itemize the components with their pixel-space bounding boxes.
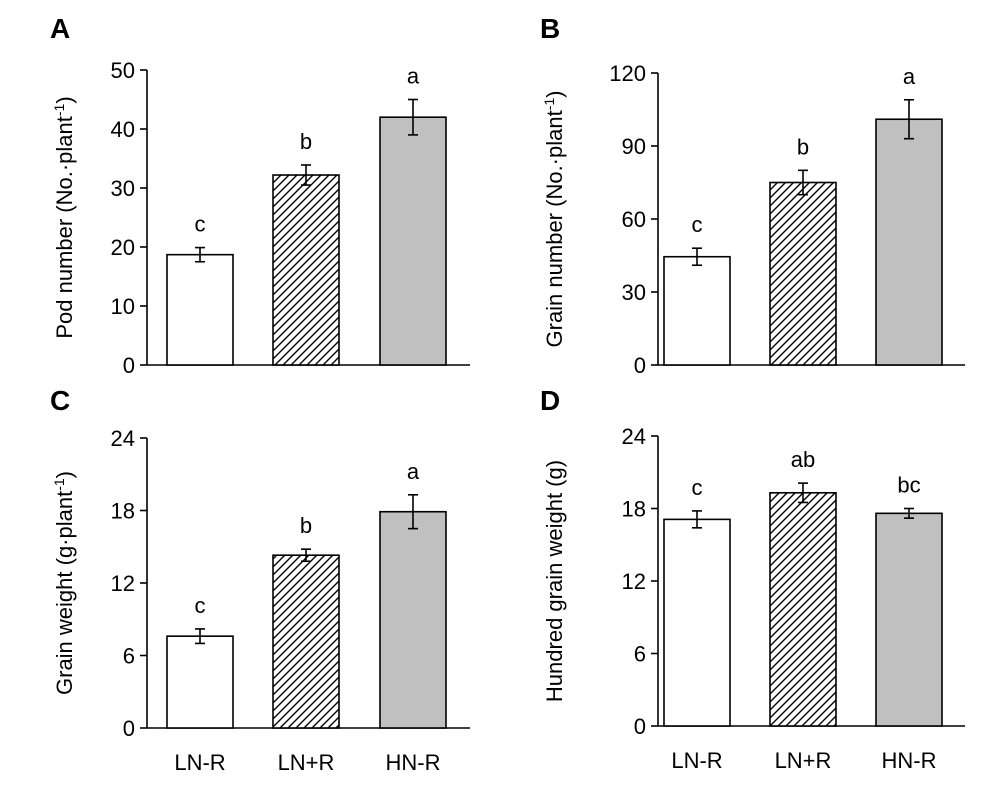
significance-letter: c xyxy=(692,475,703,500)
y-tick-label: 6 xyxy=(123,644,135,669)
panel-c: C 0 6 12 18 24 Grain weight (g·plant-1) c LN-R b L… xyxy=(50,385,470,775)
significance-letter: a xyxy=(407,64,420,89)
y-tick-label: 12 xyxy=(111,571,135,596)
significance-letter: a xyxy=(407,459,420,484)
significance-letter: c xyxy=(195,212,206,237)
bar-lnminusr xyxy=(166,253,234,366)
x-category-label: LN+R xyxy=(278,750,335,775)
bar-lnplusr xyxy=(272,174,340,366)
y-tick-label: 0 xyxy=(123,716,135,741)
y-tick-label: 0 xyxy=(123,353,135,378)
significance-letter: ab xyxy=(791,447,815,472)
y-tick-label: 12 xyxy=(622,569,646,594)
x-category-label: LN-R xyxy=(671,748,722,773)
significance-letter: b xyxy=(797,134,809,159)
y-tick-label: 20 xyxy=(111,235,135,260)
y-tick-label: 30 xyxy=(622,280,646,305)
significance-letter: b xyxy=(300,129,312,154)
y-tick-label: 50 xyxy=(111,58,135,83)
panel-a: A 0 10 20 30 40 50 Pod number (No.·plant-1) c b a xyxy=(50,13,470,378)
y-tick-label: 18 xyxy=(111,499,135,524)
y-tick-label: 24 xyxy=(111,426,135,451)
y-tick-label: 60 xyxy=(622,207,646,232)
y-axis-title: Pod number (No.·plant-1) xyxy=(51,96,77,338)
x-category-label: LN+R xyxy=(775,748,832,773)
significance-letter: b xyxy=(300,513,312,538)
y-axis-title: Grain number (No.·plant-1) xyxy=(541,91,567,348)
panel-letter: C xyxy=(50,385,70,416)
significance-letter: bc xyxy=(897,473,920,498)
y-tick-label: 24 xyxy=(622,424,646,449)
x-category-label: HN-R xyxy=(386,750,441,775)
bar-lnminusr xyxy=(663,518,731,727)
y-tick-label: 18 xyxy=(622,497,646,522)
x-category-label: HN-R xyxy=(882,748,937,773)
bar-lnplusr xyxy=(272,554,340,729)
bar-lnplusr xyxy=(769,491,837,727)
bar-hnminusr xyxy=(875,118,943,366)
y-tick-label: 90 xyxy=(622,134,646,159)
bar-hnminusr xyxy=(875,512,943,727)
significance-letter: a xyxy=(903,64,916,89)
y-tick-label: 30 xyxy=(111,176,135,201)
panel-letter: A xyxy=(50,13,70,44)
bar-hnminusr xyxy=(379,510,447,729)
panel-letter: D xyxy=(540,385,560,416)
y-tick-label: 120 xyxy=(609,61,646,86)
x-category-label: LN-R xyxy=(174,750,225,775)
y-axis-title: Grain weight (g·plant-1) xyxy=(51,471,77,695)
y-tick-label: 10 xyxy=(111,294,135,319)
bar-lnplusr xyxy=(769,181,837,366)
panel-d: D 0 6 12 18 24 Hundred grain weight (g) c LN-R ab… xyxy=(540,385,965,773)
significance-letter: c xyxy=(692,212,703,237)
y-tick-label: 0 xyxy=(634,353,646,378)
panel-letter: B xyxy=(540,13,560,44)
y-tick-label: 0 xyxy=(634,714,646,739)
bar-lnminusr xyxy=(663,255,731,366)
y-tick-label: 6 xyxy=(634,642,646,667)
significance-letter: c xyxy=(195,593,206,618)
bar-hnminusr xyxy=(379,116,447,366)
y-tick-label: 40 xyxy=(111,117,135,142)
bar-lnminusr xyxy=(166,635,234,729)
panel-b: B 0 30 60 90 120 Grain number (No.·plant-1) c b a xyxy=(540,13,965,378)
y-axis-title: Hundred grain weight (g) xyxy=(542,460,567,702)
